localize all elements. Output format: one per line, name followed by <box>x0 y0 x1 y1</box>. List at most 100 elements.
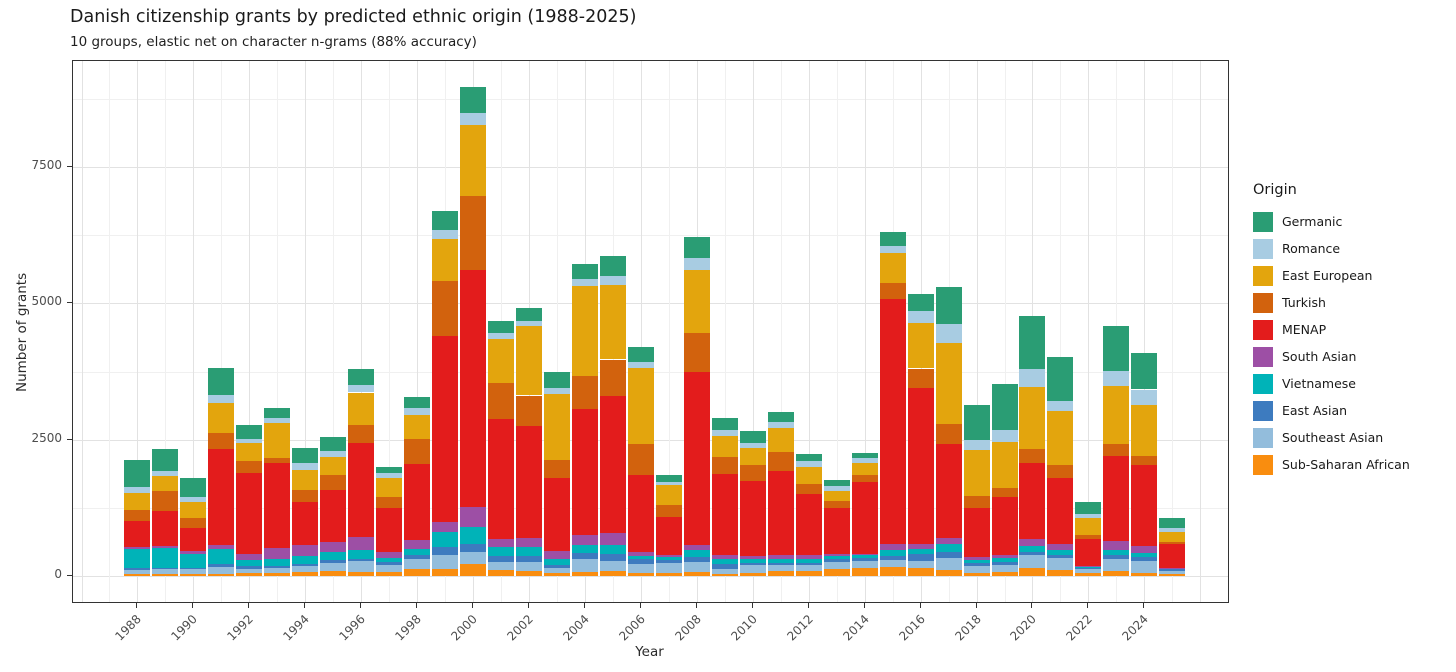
bar-segment-vietnamese <box>851 555 878 558</box>
bar-segment-east-asian <box>599 554 626 561</box>
bar-segment-south-asian <box>739 556 766 560</box>
legend-swatch-sub-saharan-african <box>1253 454 1273 475</box>
bar-segment-germanic <box>767 411 794 422</box>
gridline-x <box>417 61 419 602</box>
bar-segment-menap <box>292 502 319 545</box>
x-tick <box>639 602 641 608</box>
bar-segment-southeast-asian <box>208 567 235 574</box>
x-tick <box>751 602 753 608</box>
bar-segment-romance <box>1159 527 1186 533</box>
plot-panel <box>72 60 1229 603</box>
bar-segment-romance <box>627 361 654 368</box>
bar-segment-east-asian <box>152 567 179 570</box>
gridline-x <box>137 61 139 602</box>
bar-segment-south-asian <box>683 545 710 551</box>
gridline-x <box>808 61 810 602</box>
legend-swatch-east-asian <box>1253 400 1273 421</box>
bar-segment-germanic <box>571 264 598 280</box>
bar-segment-vietnamese <box>599 545 626 555</box>
bar-segment-vietnamese <box>907 548 934 555</box>
bar-segment-germanic <box>795 454 822 462</box>
gridline-x <box>724 61 726 602</box>
bar-segment-sub-saharan-african <box>795 571 822 576</box>
bar-segment-east-european <box>348 392 375 426</box>
bar-segment-germanic <box>711 417 738 430</box>
bar-segment-vietnamese <box>795 559 822 563</box>
bar-segment-east-asian <box>348 558 375 562</box>
bar-segment-romance <box>488 332 514 339</box>
bar-segment-menap <box>376 507 403 552</box>
x-tick <box>416 602 418 608</box>
gridline-x <box>1172 61 1174 602</box>
x-tick <box>1031 602 1033 608</box>
gridline-x <box>752 61 754 602</box>
legend-swatch-east-european <box>1253 265 1273 286</box>
bar-segment-germanic <box>516 307 542 321</box>
legend-swatch-vietnamese <box>1253 373 1273 394</box>
bar-segment-romance <box>683 257 710 270</box>
bar-segment-romance <box>1047 400 1074 412</box>
bar-segment-south-asian <box>543 551 570 559</box>
x-tick <box>360 602 362 608</box>
bar-segment-germanic <box>432 211 459 230</box>
bar-segment-germanic <box>683 237 710 258</box>
bar-segment-germanic <box>488 320 514 333</box>
bar-segment-sub-saharan-african <box>935 570 962 576</box>
bar-segment-vietnamese <box>1131 553 1158 558</box>
bar-segment-menap <box>1047 478 1074 545</box>
bar-segment-east-european <box>1019 387 1046 450</box>
bar-segment-east-asian <box>879 556 906 561</box>
x-tick <box>248 602 250 608</box>
bar-segment-sub-saharan-african <box>292 572 319 576</box>
bar-segment-vietnamese <box>152 547 179 568</box>
bar-segment-southeast-asian <box>124 570 151 575</box>
bar-segment-menap <box>208 449 235 545</box>
bar-segment-turkish <box>627 444 654 476</box>
bar-segment-germanic <box>991 383 1018 431</box>
bar-segment-vietnamese <box>320 552 347 561</box>
gridline-x <box>1144 61 1146 602</box>
bar-segment-east-european <box>376 477 403 497</box>
bar-segment-vietnamese <box>516 546 542 557</box>
bar-segment-menap <box>404 463 431 541</box>
bar-segment-vietnamese <box>683 550 710 557</box>
bar-segment-south-asian <box>1131 546 1158 554</box>
x-tick <box>695 602 697 608</box>
bar-segment-east-asian <box>180 567 207 570</box>
bar-segment-sub-saharan-african <box>348 571 375 576</box>
bar-segment-vietnamese <box>571 545 598 554</box>
bar-segment-sub-saharan-african <box>124 574 151 576</box>
bar-segment-southeast-asian <box>683 561 710 572</box>
bar-segment-vietnamese <box>180 554 207 568</box>
legend-swatch-romance <box>1253 238 1273 259</box>
bar-segment-sub-saharan-african <box>152 573 179 576</box>
bar-segment-romance <box>963 440 990 451</box>
bar-segment-sub-saharan-african <box>460 563 486 576</box>
y-tick <box>67 166 72 167</box>
gridline-y-minor <box>73 98 1228 100</box>
bar-segment-south-asian <box>264 547 291 560</box>
legend-title: Origin <box>1253 182 1297 198</box>
bar-segment-southeast-asian <box>460 552 486 564</box>
bar-segment-germanic <box>348 368 375 386</box>
bar-segment-east-asian <box>543 564 570 568</box>
bar-segment-vietnamese <box>264 559 291 566</box>
bar-segment-menap <box>1159 543 1186 568</box>
bar-segment-romance <box>711 429 738 437</box>
bar-segment-menap <box>1103 456 1130 542</box>
bar-segment-turkish <box>963 495 990 509</box>
bar-segment-east-asian <box>1103 555 1130 559</box>
bar-segment-east-asian <box>963 563 990 566</box>
gridline-x <box>389 61 391 602</box>
bar-segment-east-asian <box>851 557 878 561</box>
bar-segment-turkish <box>348 425 375 444</box>
bar-segment-turkish <box>1103 444 1130 457</box>
bar-segment-turkish <box>879 282 906 300</box>
bar-segment-east-european <box>879 252 906 283</box>
bar-segment-southeast-asian <box>851 561 878 569</box>
gridline-x <box>668 61 670 602</box>
bar-segment-south-asian <box>488 539 514 547</box>
bar-segment-germanic <box>655 475 682 482</box>
bar-segment-romance <box>571 279 598 286</box>
bar-segment-turkish <box>795 483 822 495</box>
